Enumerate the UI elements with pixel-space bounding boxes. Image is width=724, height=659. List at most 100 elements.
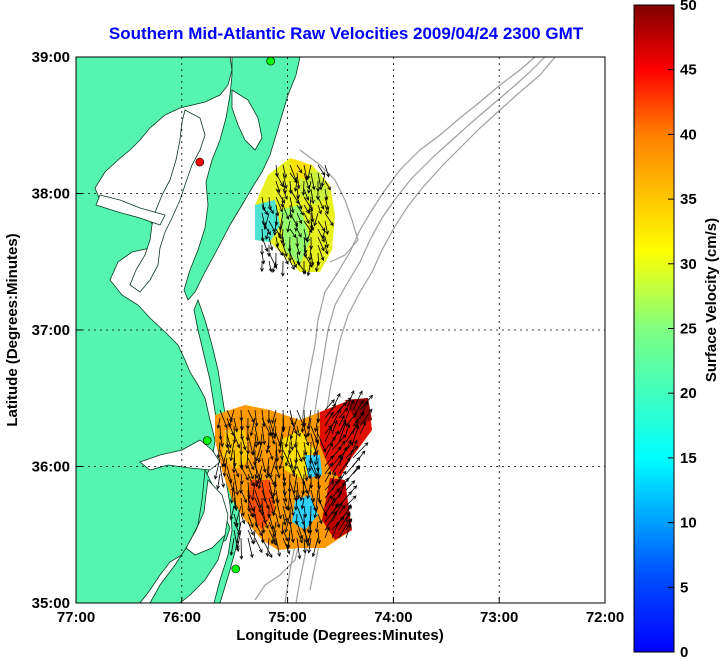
station-marker: [202, 436, 212, 445]
velocity-arrow: [293, 433, 298, 449]
x-tick-label: 74:00: [374, 609, 412, 626]
velocity-arrow: [352, 465, 361, 475]
velocity-arrow: [261, 537, 273, 559]
velocity-arrow: [303, 228, 308, 242]
velocity-arrow: [216, 473, 221, 490]
x-axis-ticks: 77:00 76:00 75:00 74:00 73:00 72:00: [57, 597, 624, 626]
velocity-arrow: [256, 465, 263, 485]
velocity-arrow: [310, 220, 315, 232]
velocity-arrow: [338, 470, 347, 483]
colorbar-tick-label: 45: [680, 62, 697, 79]
station-marker: [266, 57, 275, 66]
velocity-arrow: [324, 399, 335, 411]
velocity-arrow: [314, 425, 319, 444]
velocity-arrow: [268, 260, 273, 273]
y-axis-ticks: 39:00 38:00 37:00 36:00 35:00: [32, 49, 82, 612]
x-tick-label: 72:00: [586, 609, 624, 626]
velocity-arrow: [345, 399, 355, 419]
velocity-arrow: [271, 260, 277, 274]
velocity-arrow: [226, 433, 232, 449]
velocity-arrow: [289, 521, 295, 544]
velocity-arrow: [213, 457, 221, 480]
velocity-arrow: [228, 409, 235, 428]
velocity-arrow: [277, 220, 284, 238]
velocity-arrow: [352, 399, 364, 419]
velocity-arrow: [352, 418, 359, 435]
colorbar-tick-label: 0: [680, 644, 688, 659]
velocity-arrow: [324, 497, 336, 515]
map-title: Southern Mid-Atlantic Raw Velocities 200…: [108, 24, 584, 43]
velocity-arrow: [269, 457, 277, 479]
velocity-arrow: [275, 180, 281, 194]
potomac-river: [95, 194, 166, 226]
velocity-arrow: [303, 481, 309, 495]
velocity-arrow: [275, 236, 280, 248]
velocity-arrow: [219, 465, 226, 488]
velocity-arrow: [289, 228, 297, 239]
velocity-arrow: [229, 441, 235, 462]
x-tick-label: 77:00: [57, 609, 95, 626]
velocity-arrow: [317, 236, 325, 252]
velocity-arrow: [240, 497, 245, 517]
velocity-arrow: [286, 489, 291, 512]
y-tick-label: 38:00: [32, 186, 70, 203]
velocity-arrow: [306, 481, 312, 500]
radar-stations: [195, 57, 275, 574]
velocity-arrow: [345, 504, 351, 515]
velocity-arrow: [272, 505, 277, 517]
velocity-arrow: [296, 481, 301, 500]
velocity-arrow: [307, 449, 312, 472]
velocity-arrow: [310, 204, 315, 223]
velocity-arrow: [331, 471, 337, 483]
velocity-arrow: [249, 417, 256, 437]
velocity-arrow: [265, 441, 270, 454]
velocity-arrow: [221, 449, 228, 468]
velocity-arrow: [222, 457, 228, 478]
y-tick-label: 35:00: [32, 595, 70, 612]
velocity-arrow: [270, 521, 277, 545]
velocity-arrow: [345, 423, 351, 435]
velocity-arrow: [254, 433, 259, 448]
velocity-arrow: [257, 449, 263, 464]
velocity-arrow: [294, 513, 299, 525]
velocity-arrow: [313, 212, 319, 227]
velocity-arrow: [296, 465, 306, 486]
y-axis-label: Latitude (Degrees:Minutes): [4, 233, 21, 426]
velocity-arrow: [272, 481, 277, 497]
x-tick-label: 76:00: [163, 609, 201, 626]
velocity-arrow: [257, 473, 263, 490]
velocity-arrow: [266, 433, 271, 450]
velocity-arrow: [310, 172, 316, 191]
velocity-arrow: [287, 236, 292, 253]
velocity-arrow: [296, 449, 303, 463]
velocity-arrow: [275, 537, 281, 557]
velocity-arrow: [261, 425, 267, 446]
velocity-arrow: [321, 228, 326, 240]
velocity-arrow: [261, 513, 269, 529]
velocity-arrow: [282, 244, 288, 258]
velocity-arrow: [303, 465, 309, 482]
velocity-arrow: [338, 414, 345, 427]
velocity-arrow: [278, 457, 284, 470]
station-marker: [195, 157, 205, 167]
velocity-arrow: [216, 417, 221, 430]
velocity-arrow: [282, 252, 289, 265]
colorbar-tick-label: 20: [680, 385, 697, 402]
outer-banks: [193, 298, 241, 603]
velocity-arrow: [229, 537, 235, 556]
x-tick-label: 75:00: [268, 609, 306, 626]
velocity-arrow: [310, 489, 316, 503]
velocity-arrow: [314, 417, 319, 433]
velocity-arrow: [275, 497, 282, 520]
velocity-arrow: [282, 537, 291, 555]
velocity-arrow: [324, 442, 333, 459]
velocity-arrow: [306, 529, 312, 547]
velocity-arrow: [352, 390, 363, 411]
velocity-arrow: [292, 473, 298, 495]
velocity-arrow: [306, 228, 312, 243]
velocity-arrow: [251, 441, 256, 456]
delaware-bay: [231, 89, 263, 151]
velocity-arrow: [296, 196, 303, 210]
velocity-arrow: [261, 204, 268, 216]
velocity-arrow: [324, 220, 329, 236]
